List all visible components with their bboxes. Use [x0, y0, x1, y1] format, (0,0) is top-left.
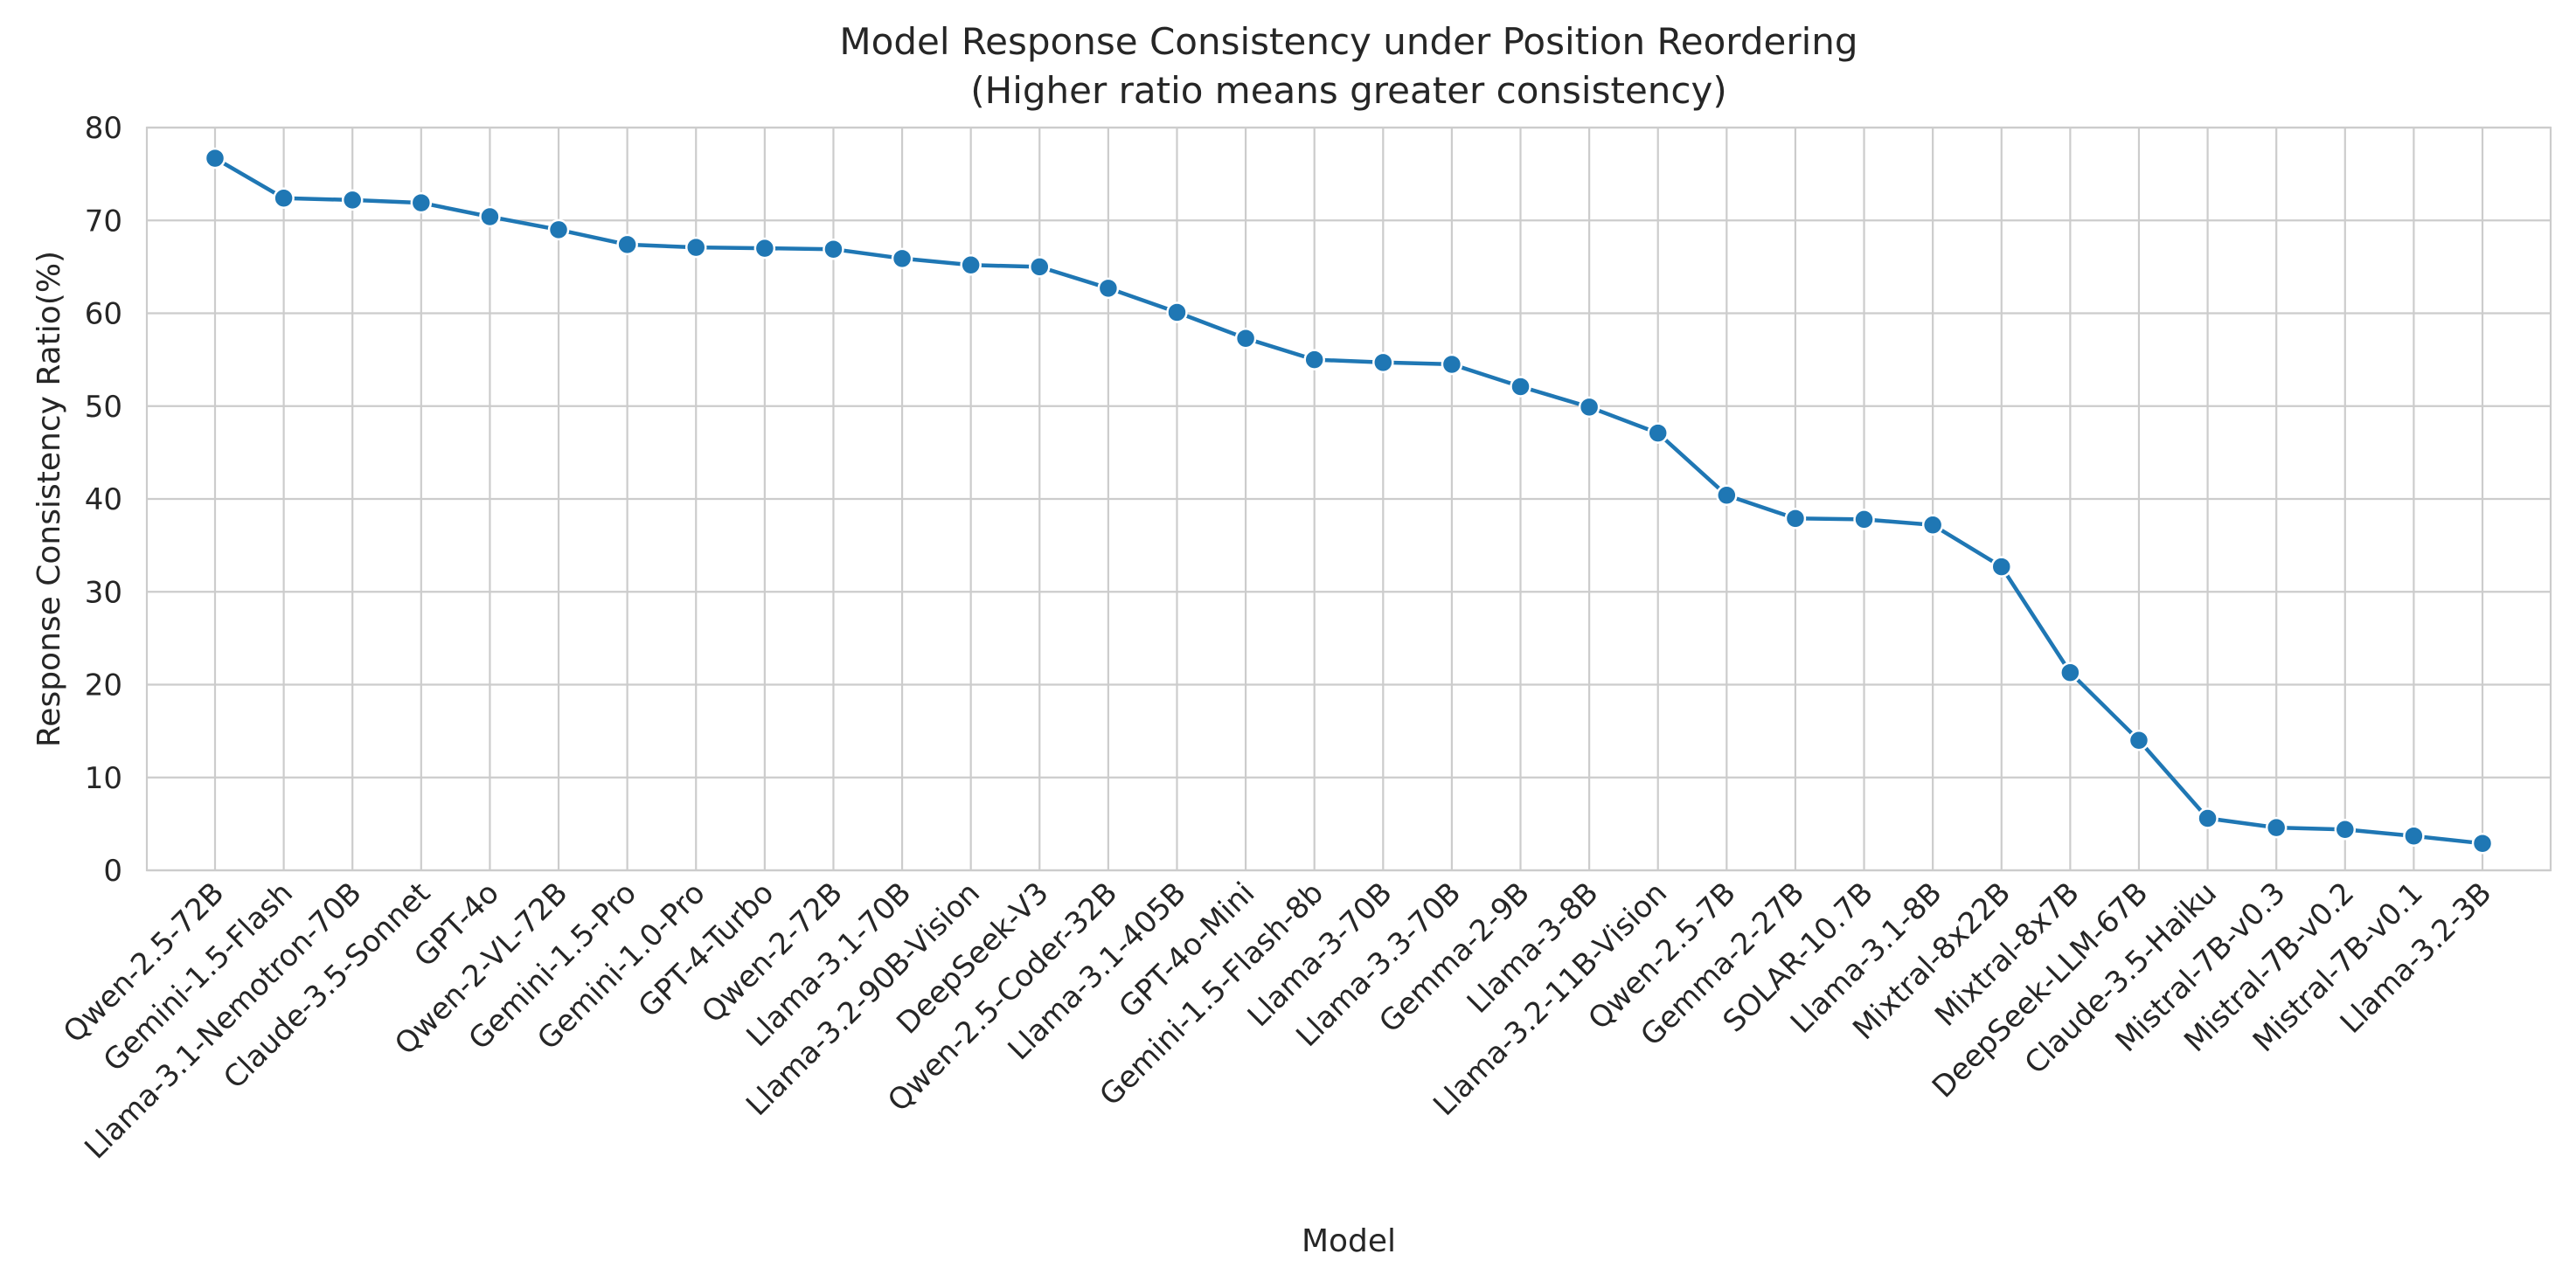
y-tick-labels: 0 10 20 30 40 50 60 70 80	[85, 111, 122, 889]
data-point	[1029, 256, 1051, 278]
data-point	[1647, 422, 1669, 444]
data-point	[1716, 484, 1738, 506]
y-tick-label: 40	[85, 482, 122, 517]
y-axis-label: Response Consistency Ratio(%)	[31, 251, 67, 747]
series-line	[212, 156, 2485, 846]
data-point	[1303, 349, 1325, 370]
data-point	[479, 205, 501, 228]
data-point	[684, 236, 707, 259]
data-point	[2334, 819, 2357, 841]
data-point	[2128, 730, 2150, 751]
data-point	[273, 187, 295, 209]
data-point	[1372, 351, 1394, 374]
data-point	[1784, 508, 1807, 530]
y-tick-label: 50	[85, 390, 122, 425]
data-point	[960, 254, 982, 276]
data-point	[891, 247, 913, 270]
y-tick-label: 60	[85, 297, 122, 332]
data-point	[2471, 832, 2494, 855]
y-tick-label: 10	[85, 761, 122, 796]
y-tick-label: 0	[103, 854, 122, 889]
data-point	[1166, 301, 1188, 323]
data-point	[616, 233, 638, 256]
y-tick-label: 30	[85, 575, 122, 610]
data-point	[1441, 353, 1463, 376]
x-axis-label: Model	[1302, 1223, 1396, 1259]
data-point	[823, 238, 844, 260]
data-point	[204, 147, 226, 170]
data-point	[2059, 661, 2081, 683]
data-point	[1510, 376, 1531, 398]
data-point	[1578, 396, 1600, 419]
data-point	[1234, 327, 1257, 350]
data-point	[753, 237, 776, 260]
data-point	[1097, 277, 1120, 300]
data-point	[1853, 509, 1875, 530]
y-tick-label: 20	[85, 668, 122, 703]
data-point	[341, 189, 364, 211]
chart-subtitle: (Higher ratio means greater consistency)	[970, 69, 1727, 112]
data-point	[2265, 816, 2288, 839]
data-point	[1990, 556, 2013, 578]
chart-title: Model Response Consistency under Positio…	[839, 20, 1857, 63]
data-point	[410, 191, 433, 214]
series-layer	[204, 147, 2494, 855]
data-point	[2403, 825, 2425, 847]
data-point	[1921, 514, 1944, 536]
y-tick-label: 70	[85, 204, 122, 239]
y-tick-label: 80	[85, 111, 122, 146]
data-point	[2197, 807, 2218, 829]
plot-frame	[145, 126, 2552, 872]
data-point	[547, 218, 570, 241]
